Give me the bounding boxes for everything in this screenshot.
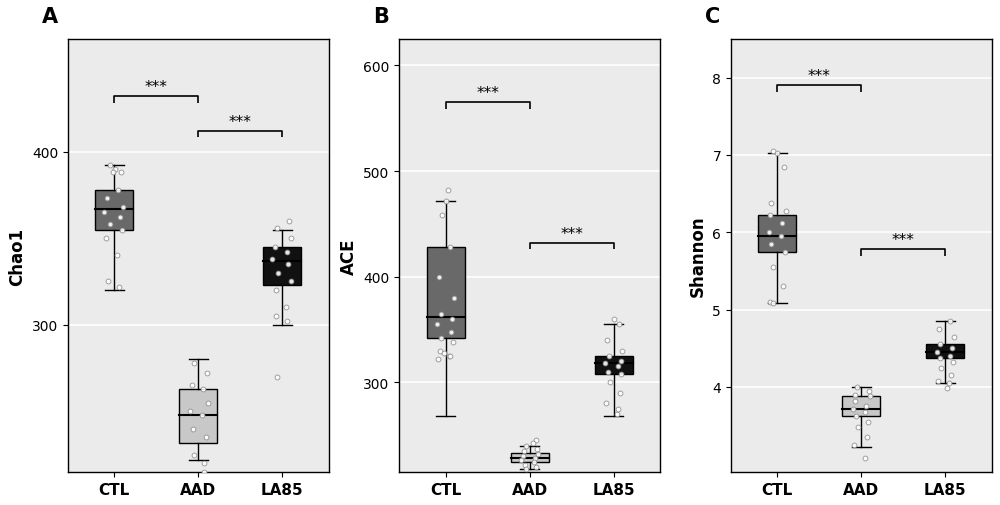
Text: ***: *** xyxy=(476,86,499,101)
Text: ***: *** xyxy=(808,69,831,84)
Y-axis label: Shannon: Shannon xyxy=(689,215,707,297)
Text: C: C xyxy=(705,7,720,27)
Text: ***: *** xyxy=(145,80,168,95)
Text: ***: *** xyxy=(892,233,915,248)
Text: ***: *** xyxy=(560,226,583,241)
Bar xyxy=(595,356,633,374)
Bar xyxy=(427,247,465,338)
Text: A: A xyxy=(42,7,58,27)
Y-axis label: ACE: ACE xyxy=(340,238,358,274)
Bar xyxy=(926,345,964,358)
Bar xyxy=(179,389,217,442)
Text: B: B xyxy=(373,7,389,27)
Bar xyxy=(511,453,549,463)
Bar xyxy=(758,216,796,252)
Bar xyxy=(842,396,880,417)
Y-axis label: Chao1: Chao1 xyxy=(8,227,26,285)
Bar xyxy=(263,247,301,285)
Bar xyxy=(95,190,133,230)
Text: ***: *** xyxy=(229,115,252,130)
